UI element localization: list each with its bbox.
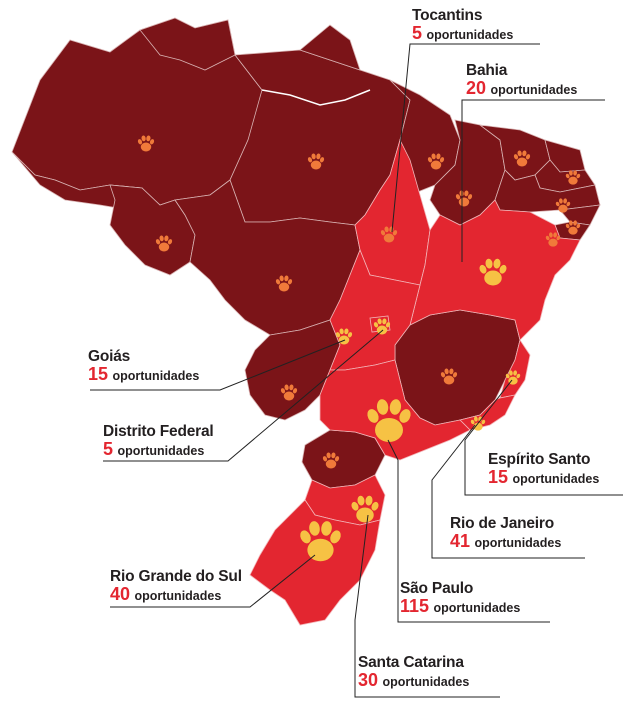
state-name: Espírito Santo — [488, 451, 591, 468]
opportunity-unit: oportunidades — [474, 536, 562, 551]
state-name: Goiás — [88, 348, 131, 365]
state-name: Bahia — [466, 62, 508, 79]
opportunity-unit: oportunidades — [512, 472, 600, 487]
opportunity-count: 30 — [358, 670, 379, 691]
label-sao-paulo: São Paulo 115 oportunidades — [400, 580, 521, 617]
leader-goias — [90, 339, 346, 391]
opportunity-count: 5 — [412, 23, 423, 44]
leader-tocantins — [391, 43, 540, 233]
state-name: Rio Grande do Sul — [110, 568, 242, 585]
label-tocantins: Tocantins 5 oportunidades — [412, 7, 514, 44]
opportunity-count: 5 — [103, 439, 114, 460]
leader-espirito-santo — [464, 379, 623, 496]
state-rio-grande-do-sul — [249, 499, 381, 626]
label-espirito-santo: Espírito Santo 15 oportunidades — [488, 451, 600, 488]
label-santa-catarina: Santa Catarina 30 oportunidades — [358, 654, 470, 691]
opportunity-count: 41 — [450, 531, 471, 552]
label-bahia: Bahia 20 oportunidades — [466, 62, 578, 99]
opportunity-count: 20 — [466, 78, 487, 99]
state-name: Tocantins — [412, 7, 483, 24]
state-name: Santa Catarina — [358, 654, 464, 671]
state-amapa — [299, 24, 361, 71]
leader-sao-paulo — [387, 439, 550, 623]
opportunity-count: 40 — [110, 584, 131, 605]
amazon-river — [261, 89, 371, 106]
label-distrito-federal: Distrito Federal 5 oportunidades — [103, 423, 214, 460]
state-name: Distrito Federal — [103, 423, 214, 440]
state-name: Rio de Janeiro — [450, 515, 555, 532]
leader-distrito-federal — [103, 329, 384, 462]
label-goias: Goiás 15 oportunidades — [88, 348, 200, 385]
opportunity-unit: oportunidades — [433, 601, 521, 616]
leader-rio-grande-do-sul — [110, 554, 316, 608]
opportunity-count: 115 — [400, 596, 430, 617]
opportunity-unit: oportunidades — [112, 369, 200, 384]
opportunity-unit: oportunidades — [117, 444, 205, 459]
state-bahia — [409, 199, 581, 341]
leader-santa-catarina — [354, 514, 500, 698]
label-rio-grande-do-sul: Rio Grande do Sul 40 oportunidades — [110, 568, 242, 605]
label-rio-de-janeiro: Rio de Janeiro 41 oportunidades — [450, 515, 562, 552]
opportunity-unit: oportunidades — [134, 589, 222, 604]
leader-rio-de-janeiro — [431, 424, 585, 559]
opportunity-unit: oportunidades — [490, 83, 578, 98]
opportunity-count: 15 — [88, 364, 109, 385]
state-goias — [329, 248, 421, 371]
opportunity-count: 15 — [488, 467, 509, 488]
opportunity-unit: oportunidades — [426, 28, 514, 43]
opportunity-unit: oportunidades — [382, 675, 470, 690]
state-name: São Paulo — [400, 580, 474, 597]
leader-bahia — [461, 99, 605, 262]
